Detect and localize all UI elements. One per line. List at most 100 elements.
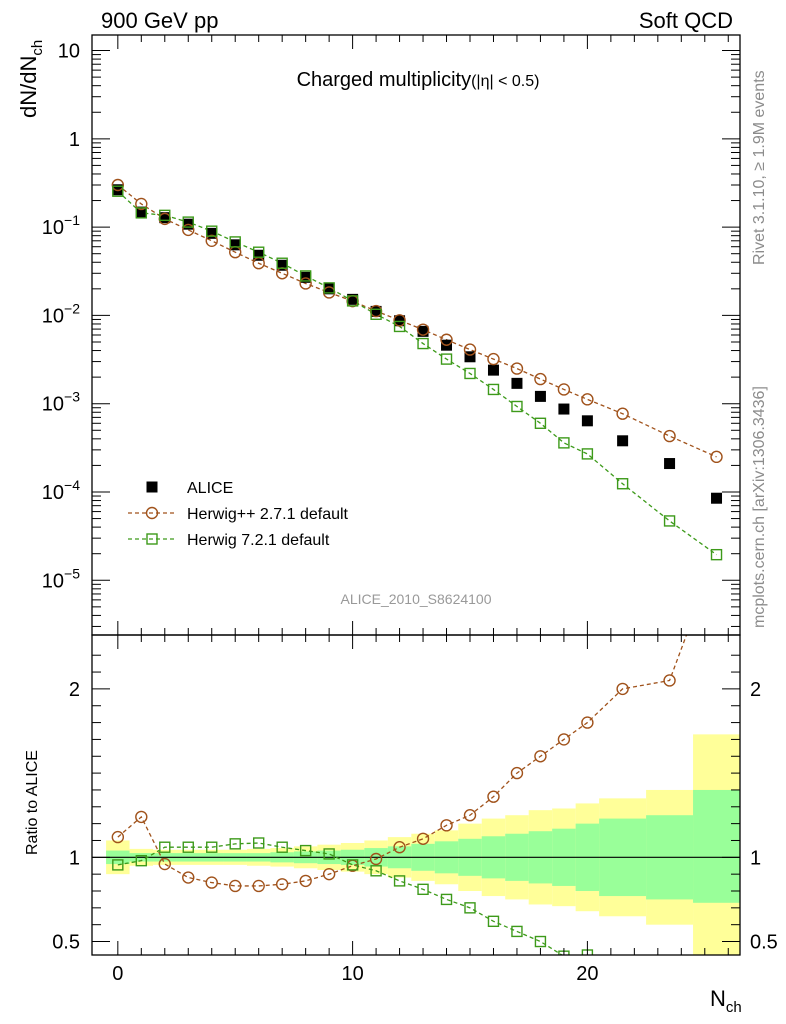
- legend-item: Herwig 7.2.1 default: [128, 532, 330, 549]
- ratio-y-tick-label: 2: [69, 679, 80, 701]
- main-data-point: [393, 314, 406, 327]
- x-axis-label-text: N: [710, 986, 726, 1011]
- ratio-data-point: [275, 878, 289, 891]
- ratio-data-point: [369, 852, 383, 866]
- main-data-point: [534, 372, 547, 386]
- ratio-data-point: [112, 859, 124, 871]
- x-tick-label: 0: [112, 963, 123, 985]
- main-data-point: [229, 236, 241, 248]
- main-data-point: [558, 403, 570, 415]
- ratio-data-point: [534, 935, 547, 948]
- ratio-y-tick-label-right: 2: [750, 679, 761, 701]
- legend-label: Herwig++ 2.7.1 default: [187, 506, 349, 523]
- main-data-point: [253, 249, 265, 261]
- main-data-point: [323, 283, 335, 295]
- legend-item: ALICE: [146, 480, 233, 497]
- legend-marker: [145, 506, 159, 520]
- main-data-point: [159, 212, 171, 224]
- ratio-frame: [91, 634, 741, 956]
- ratio-y-tick-label-right: 1: [750, 847, 761, 869]
- ratio-data-point: [299, 874, 312, 888]
- main-data-point: [616, 407, 629, 420]
- y-tick-label-exponent: −5: [64, 565, 80, 581]
- main-y-label: dN/dNch: [16, 40, 46, 118]
- ratio-data-point: [252, 837, 265, 849]
- main-data-point: [711, 492, 723, 504]
- main-data-point: [229, 239, 241, 251]
- main-data-point: [440, 333, 453, 346]
- main-data-point: [664, 458, 676, 470]
- ratio-data-point: [510, 766, 524, 780]
- main-data-point: [534, 417, 547, 429]
- ratio-data-point: [182, 871, 195, 884]
- main-data-point: [206, 225, 218, 237]
- ratio-data-point: [135, 810, 148, 824]
- y-tick-label-base: 10: [42, 305, 64, 327]
- main-data-point: [159, 209, 171, 222]
- header-left: 900 GeV pp: [101, 8, 218, 33]
- main-data-point: [710, 450, 723, 464]
- main-data-point: [464, 351, 476, 363]
- y-tick-label: 10−4: [42, 477, 80, 504]
- main-series-markers: [111, 178, 723, 561]
- legend-label: ALICE: [187, 480, 233, 497]
- main-data-point: [534, 390, 546, 402]
- main-data-point: [299, 270, 312, 282]
- main-data-point: [346, 295, 359, 307]
- y-tick-label-base: 10: [42, 482, 64, 504]
- y-tick-label: 1: [69, 129, 80, 151]
- x-axis-label-sub: ch: [726, 999, 742, 1016]
- main-data-point: [710, 548, 723, 561]
- ratio-data-point: [440, 819, 453, 832]
- ratio-data-point: [393, 841, 406, 854]
- main-data-point: [206, 227, 218, 239]
- ratio-data-point: [205, 876, 218, 889]
- ratio-y-tick-label: 0.5: [52, 932, 80, 954]
- main-data-point: [581, 393, 594, 406]
- main-data-point: [511, 400, 523, 413]
- main-series-line: [117, 184, 717, 458]
- main-data-point: [510, 362, 524, 375]
- main-data-point: [205, 234, 218, 248]
- analysis-watermark: ALICE_2010_S8624100: [340, 591, 491, 607]
- main-series-lines: [117, 184, 717, 556]
- ratio-data-point: [370, 865, 382, 877]
- legend-marker: [146, 533, 158, 545]
- ratio-data-point: [487, 915, 500, 928]
- main-data-point: [112, 185, 124, 197]
- x-axis-ticks: 0 10 20: [112, 35, 729, 985]
- header-right: Soft QCD: [639, 8, 733, 33]
- main-title-text: Charged multiplicity: [297, 69, 472, 91]
- y-tick-label: 10−3: [42, 389, 80, 416]
- main-data-point: [558, 437, 570, 449]
- ratio-data-point: [159, 841, 171, 853]
- ratio-data-point: [323, 848, 335, 860]
- main-data-point: [463, 343, 477, 356]
- ratio-data-point: [229, 879, 242, 893]
- ratio-series-markers: [111, 674, 676, 955]
- y-tick-label: 10: [58, 41, 80, 63]
- y-tick-label-exponent: −4: [64, 477, 80, 493]
- main-data-point: [299, 277, 312, 290]
- main-data-point: [581, 415, 593, 427]
- ratio-y-tick-label-right: 0.5: [750, 932, 778, 954]
- ratio-data-point: [135, 854, 148, 867]
- main-data-point: [581, 448, 594, 460]
- main-data-point: [323, 282, 335, 294]
- side-text-rivet: Rivet 3.1.10, ≥ 1.9M events: [751, 70, 768, 265]
- ratio-data-point: [393, 875, 406, 887]
- y-tick-label-exponent: −3: [64, 389, 80, 405]
- main-data-point: [135, 207, 148, 219]
- y-tick-label-base: 10: [42, 394, 64, 416]
- main-data-point: [111, 178, 125, 192]
- main-data-point: [440, 353, 453, 365]
- main-data-point: [182, 216, 194, 228]
- x-axis-label: Nch: [710, 986, 742, 1016]
- main-data-point: [417, 337, 429, 350]
- main-y-label-sub: ch: [29, 40, 46, 56]
- main-title-suffix: (|η| < 0.5): [471, 73, 539, 90]
- y-tick-label-base: 10: [42, 570, 64, 592]
- ratio-data-point: [663, 674, 676, 687]
- y-tick-label: 10−5: [42, 565, 80, 592]
